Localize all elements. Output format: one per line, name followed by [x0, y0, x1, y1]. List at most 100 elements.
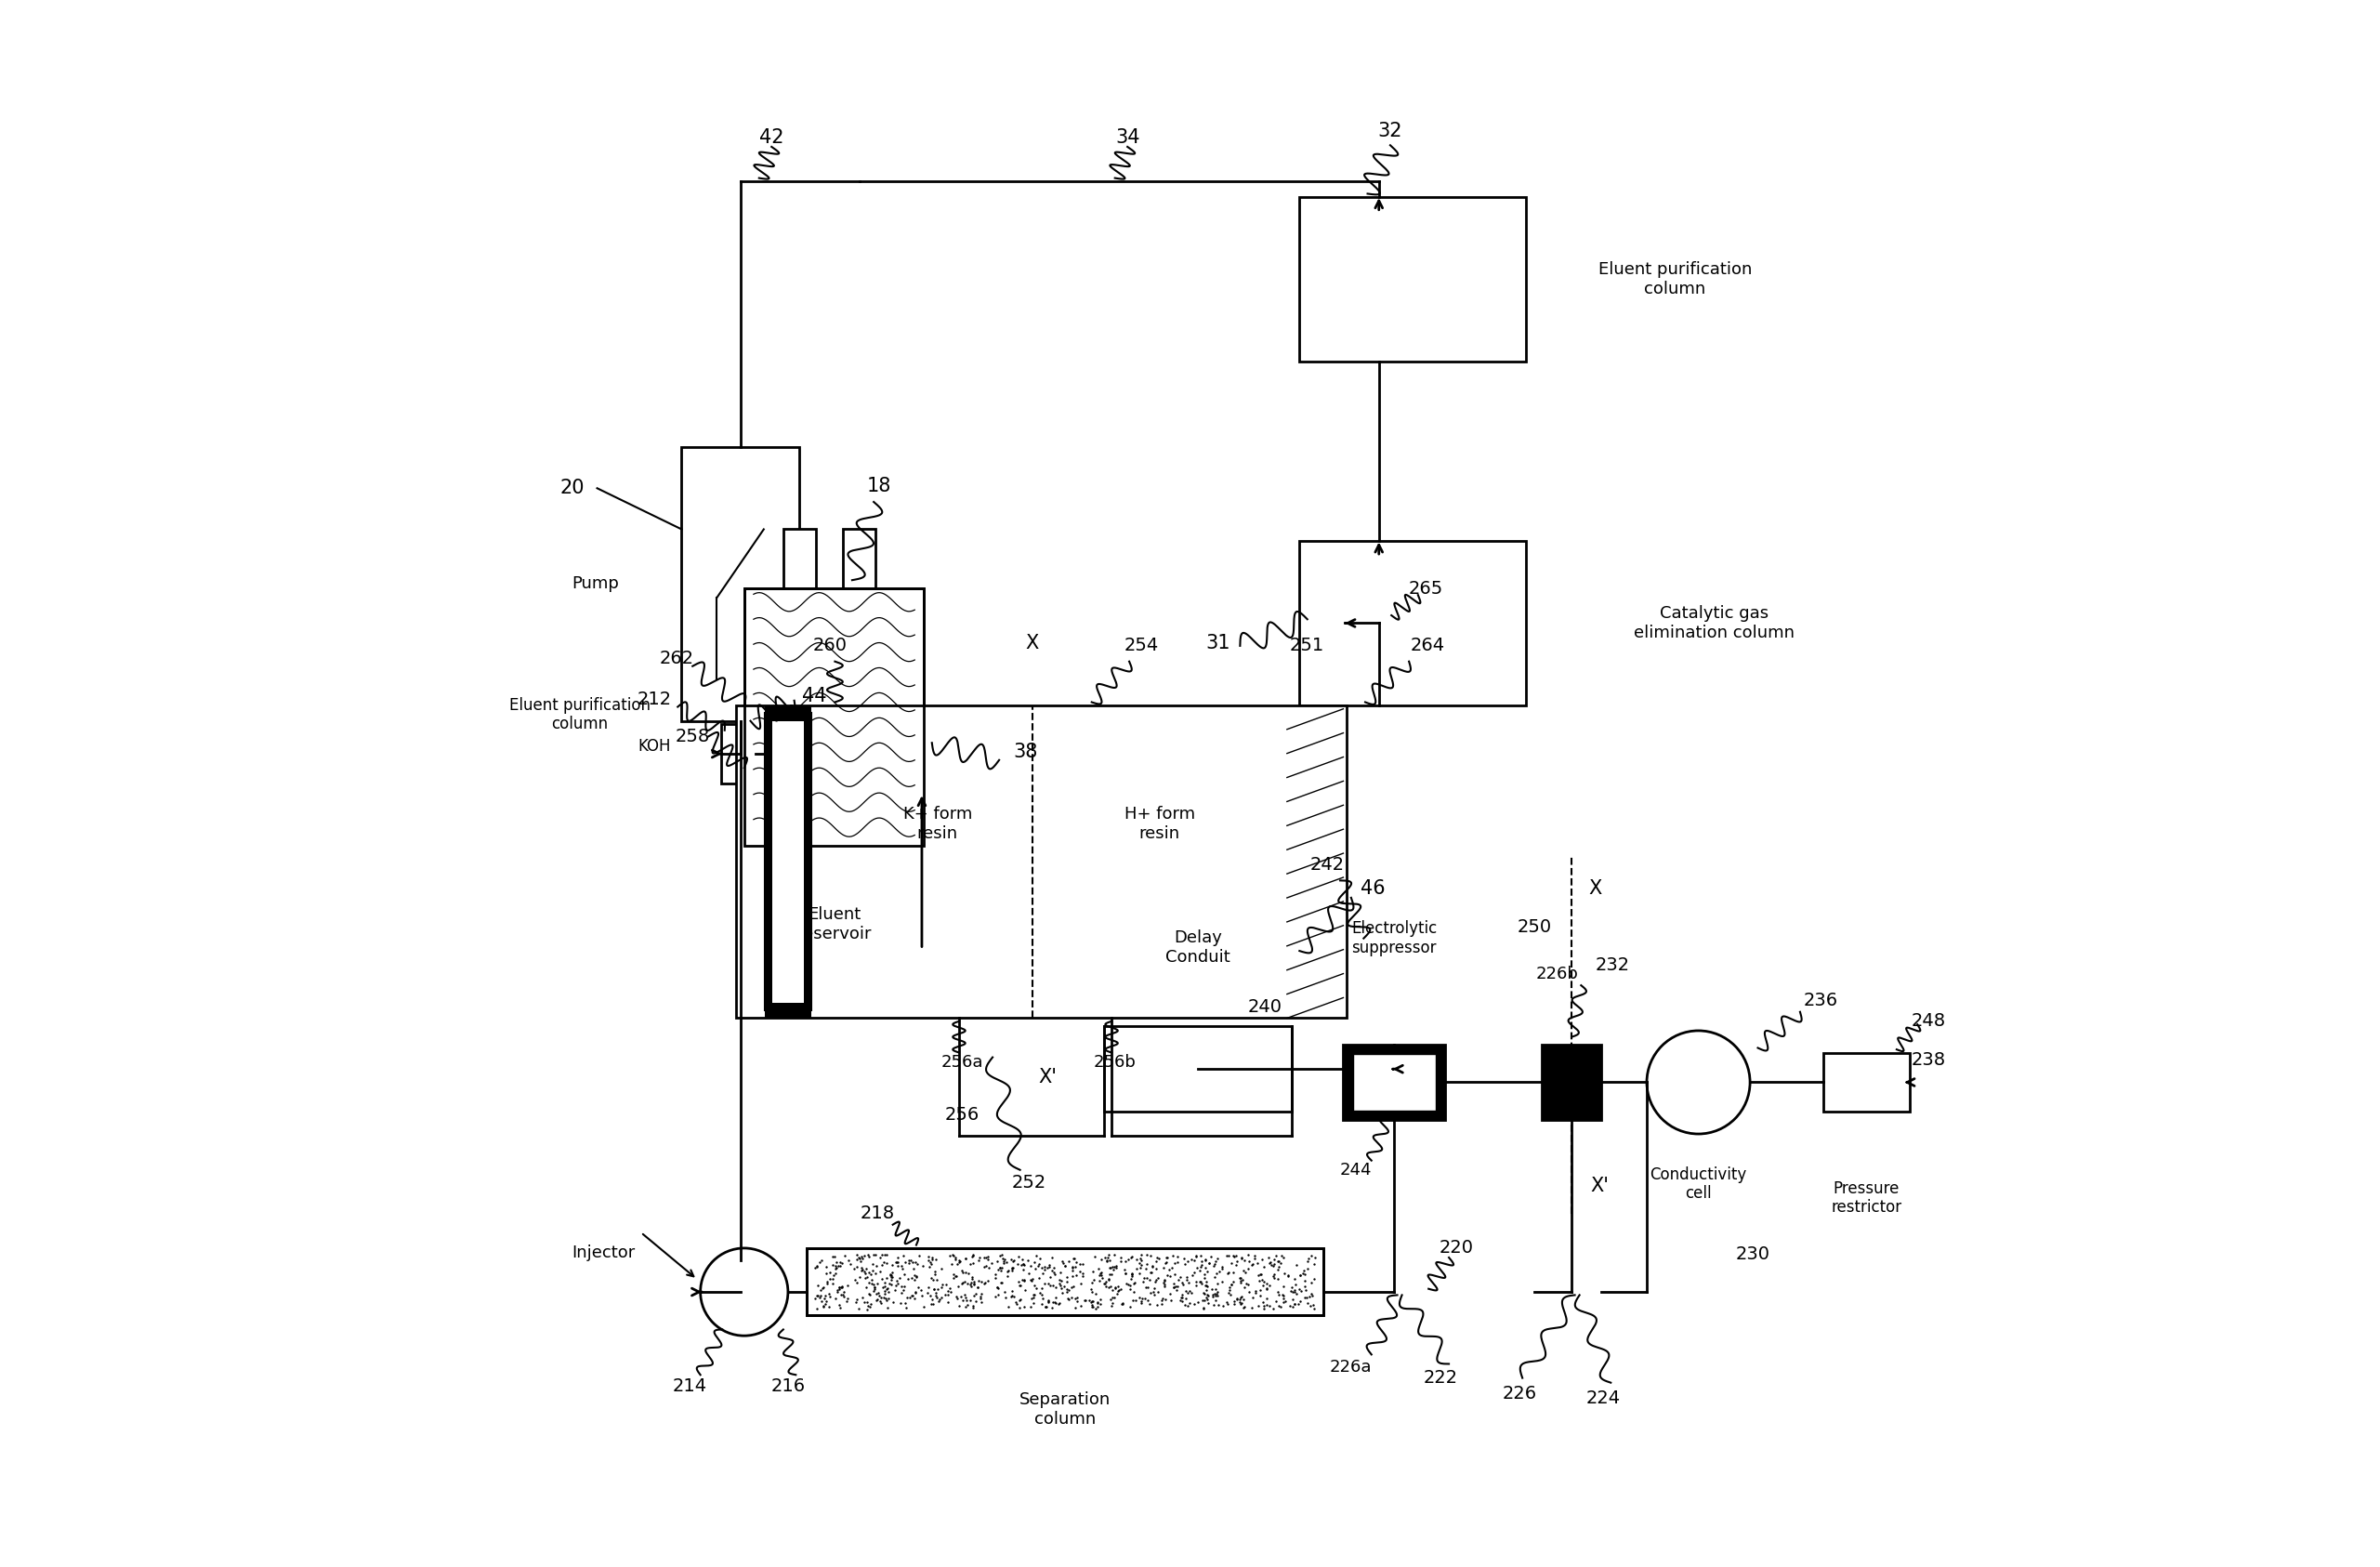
Point: [814, 1244, 852, 1269]
Point: [878, 1250, 916, 1276]
Point: [1073, 1277, 1111, 1302]
Point: [1280, 1263, 1319, 1288]
Point: [1133, 1260, 1171, 1285]
Point: [847, 1261, 885, 1287]
Point: [1223, 1258, 1261, 1283]
Point: [847, 1276, 885, 1301]
Point: [1023, 1282, 1061, 1307]
Point: [1138, 1268, 1176, 1293]
Point: [1209, 1261, 1247, 1287]
Point: [1090, 1274, 1128, 1299]
Point: [952, 1252, 990, 1277]
Point: [895, 1285, 933, 1310]
Point: [1214, 1243, 1252, 1268]
Point: [1159, 1249, 1197, 1274]
Point: [802, 1247, 840, 1272]
Point: [935, 1247, 973, 1272]
Point: [1073, 1293, 1111, 1318]
Bar: [745, 588, 923, 846]
Point: [1114, 1263, 1152, 1288]
Point: [978, 1249, 1016, 1274]
Point: [1123, 1243, 1161, 1268]
Point: [1183, 1269, 1221, 1294]
Point: [945, 1260, 983, 1285]
Point: [1259, 1293, 1297, 1318]
Point: [959, 1268, 997, 1293]
Point: [821, 1282, 859, 1307]
Point: [869, 1250, 907, 1276]
Point: [1164, 1282, 1202, 1307]
Point: [1023, 1260, 1061, 1285]
Point: [1242, 1283, 1280, 1308]
Point: [981, 1243, 1019, 1268]
Text: Pressure
restrictor: Pressure restrictor: [1830, 1180, 1902, 1216]
Point: [1285, 1268, 1323, 1293]
Text: K+ form
resin: K+ form resin: [902, 805, 971, 841]
Point: [909, 1247, 947, 1272]
Point: [935, 1261, 973, 1287]
Point: [1233, 1252, 1271, 1277]
Point: [1257, 1252, 1295, 1277]
Point: [797, 1285, 835, 1310]
Point: [1104, 1257, 1142, 1282]
Point: [992, 1283, 1031, 1308]
Point: [1028, 1288, 1066, 1313]
Point: [1057, 1290, 1095, 1315]
Point: [878, 1271, 916, 1296]
Point: [952, 1274, 990, 1299]
Point: [1114, 1271, 1152, 1296]
Point: [1111, 1246, 1150, 1271]
Text: Eluent purification
column: Eluent purification column: [509, 697, 650, 733]
Point: [878, 1246, 916, 1271]
Point: [797, 1283, 835, 1308]
Point: [1238, 1250, 1276, 1276]
Point: [1259, 1266, 1297, 1291]
Point: [1111, 1272, 1150, 1297]
Point: [807, 1288, 845, 1313]
Point: [1214, 1260, 1252, 1285]
Point: [1245, 1269, 1283, 1294]
Point: [864, 1249, 902, 1274]
Point: [1185, 1280, 1223, 1305]
Point: [854, 1279, 892, 1304]
Point: [1095, 1285, 1133, 1310]
Point: [1180, 1269, 1219, 1294]
Point: [1138, 1293, 1176, 1318]
Point: [1269, 1263, 1307, 1288]
Point: [843, 1249, 881, 1274]
Point: [890, 1285, 928, 1310]
Point: [1166, 1252, 1204, 1277]
Point: [1173, 1263, 1211, 1288]
Point: [1138, 1249, 1176, 1274]
Point: [1078, 1290, 1116, 1315]
Point: [1150, 1263, 1188, 1288]
Point: [1185, 1296, 1223, 1321]
Point: [1245, 1296, 1283, 1321]
Point: [1250, 1293, 1288, 1318]
Point: [957, 1282, 995, 1307]
Point: [985, 1285, 1023, 1310]
Point: [1081, 1287, 1119, 1312]
Point: [1033, 1296, 1071, 1321]
Point: [1273, 1287, 1311, 1312]
Point: [1283, 1261, 1321, 1287]
Point: [895, 1249, 933, 1274]
Point: [1190, 1291, 1228, 1316]
Point: [938, 1252, 976, 1277]
Point: [862, 1246, 900, 1271]
Point: [1145, 1268, 1183, 1293]
Point: [1292, 1269, 1330, 1294]
Point: [1209, 1291, 1247, 1316]
Point: [1128, 1266, 1166, 1291]
Point: [1254, 1263, 1292, 1288]
Point: [1290, 1249, 1328, 1274]
Text: X': X': [1038, 1069, 1057, 1087]
Point: [883, 1277, 921, 1302]
Point: [854, 1272, 892, 1297]
Point: [1195, 1280, 1233, 1305]
Point: [1123, 1287, 1161, 1312]
Bar: [1542, 1045, 1602, 1120]
Point: [1188, 1258, 1226, 1283]
Point: [1195, 1283, 1233, 1308]
Point: [916, 1283, 954, 1308]
